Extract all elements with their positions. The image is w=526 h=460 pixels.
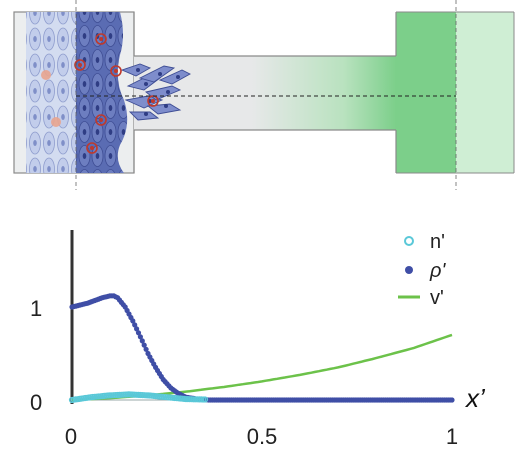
microchannel-diagram: [13, 0, 515, 190]
series-v-line: [71, 333, 453, 402]
legend-n-label: n': [430, 231, 445, 253]
marked-cells: [74, 33, 159, 154]
series-n-point: [201, 396, 209, 403]
x-axis-label: x’: [464, 383, 486, 413]
y-tick-label-1: 1: [30, 296, 42, 321]
series-rho-point: [135, 330, 142, 336]
legend-n-marker: [404, 236, 414, 246]
series-rho-point: [143, 346, 149, 352]
series-rho-point: [132, 322, 138, 328]
series-rho-point: [130, 318, 136, 324]
green-reservoir-light: [456, 12, 514, 173]
y-tick-label-0: 0: [30, 390, 42, 415]
series-rho-point: [137, 334, 143, 340]
series-rho-point: [134, 326, 140, 332]
x-tick-label-0: 0: [65, 424, 77, 449]
green-reservoir: [396, 12, 456, 173]
legend: n' ρ' v': [398, 231, 446, 309]
x-tick-label-1: 0.5: [247, 424, 278, 449]
series-rho-point: [139, 338, 145, 344]
series-rho-point: [141, 342, 147, 348]
legend-v-label: v': [430, 287, 444, 309]
series-rho-point: [449, 397, 455, 403]
x-tick-label-2: 1: [446, 424, 458, 449]
channel: [134, 56, 396, 130]
legend-rho-label: ρ': [429, 260, 446, 282]
tissue-dark-region: [76, 12, 128, 173]
legend-rho-marker: [405, 266, 413, 274]
tissue-light-region: [26, 12, 76, 173]
series-layer: [68, 293, 455, 404]
chart: 1 0 0 0.5 1 x’ n' ρ' v': [30, 230, 486, 449]
